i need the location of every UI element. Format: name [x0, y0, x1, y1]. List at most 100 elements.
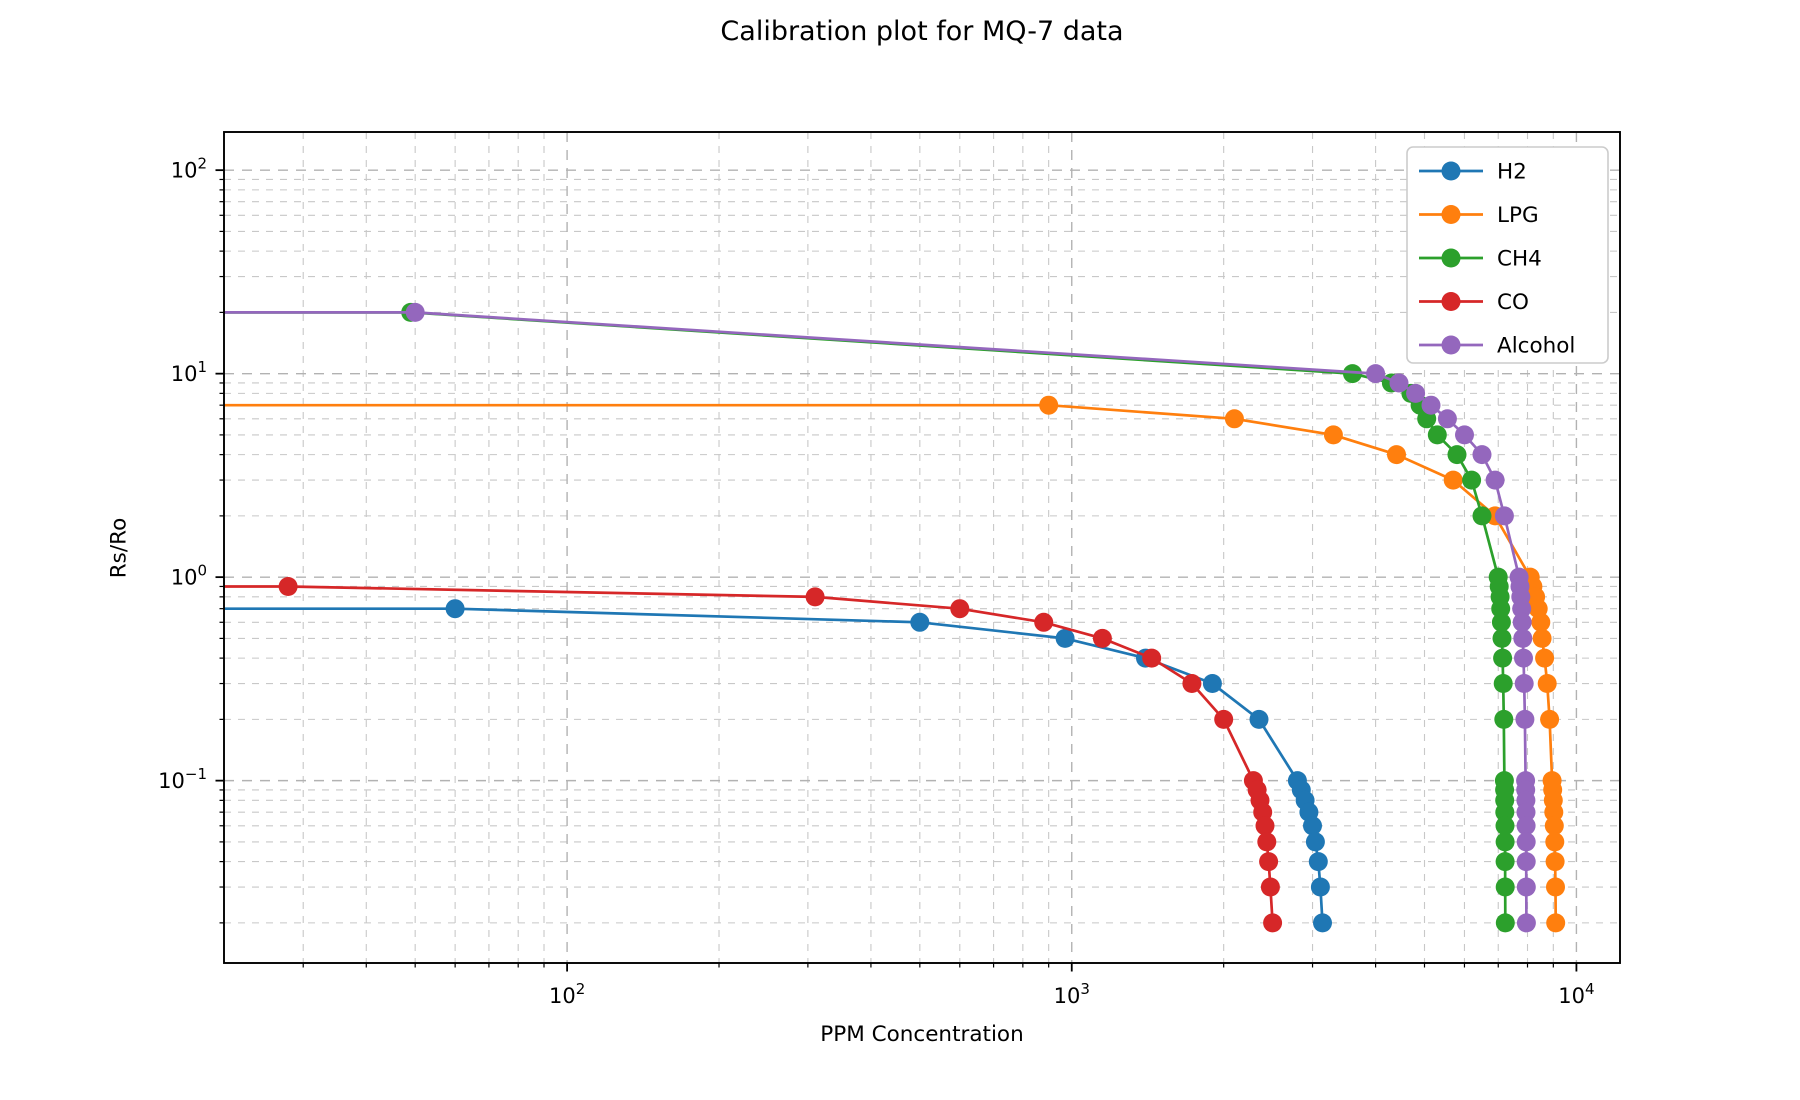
- major-gridlines: [224, 132, 1620, 963]
- data-point-CO: [1182, 674, 1202, 693]
- data-point-CO: [1092, 628, 1112, 648]
- data-point-LPG: [1545, 832, 1565, 852]
- legend-label: CH4: [1497, 247, 1542, 272]
- x-tick-labels: 102 103 104: [549, 980, 1595, 1008]
- data-point-LPG: [1531, 612, 1551, 632]
- data-point-H2: [1305, 832, 1325, 852]
- legend-marker: [1441, 292, 1461, 311]
- data-point-H2: [1249, 709, 1269, 729]
- data-point-H2: [1055, 628, 1075, 648]
- data-point-CH4: [1491, 599, 1511, 619]
- series-LPG: [224, 395, 1566, 933]
- data-point-Alcohol: [1513, 628, 1533, 648]
- series-CH4: [224, 302, 1515, 933]
- data-point-Alcohol: [1494, 506, 1514, 526]
- legend-label: LPG: [1497, 203, 1539, 228]
- y-axis-label: Rs/Ro: [106, 517, 132, 579]
- legend-entry-lpg: LPG: [1419, 203, 1539, 228]
- axes-spines: [223, 131, 1621, 964]
- data-point-CH4: [1495, 877, 1515, 897]
- data-point-CH4: [1492, 628, 1512, 648]
- data-point-Alcohol: [1512, 599, 1532, 619]
- data-point-CH4: [1495, 832, 1515, 852]
- data-point-Alcohol: [1406, 383, 1426, 403]
- data-point-CO: [1142, 648, 1162, 668]
- legend: H2 LPG CH4 CO Alcohol: [1406, 146, 1609, 364]
- series-Alcohol: [224, 302, 1536, 933]
- y-tick-labels: 102 101 100 10−1: [158, 155, 207, 793]
- data-point-CH4: [1462, 470, 1482, 490]
- legend-marker: [1441, 161, 1461, 181]
- data-point-LPG: [1387, 445, 1406, 465]
- legend-entry-co: CO: [1419, 290, 1529, 315]
- data-point-LPG: [1443, 470, 1463, 490]
- data-point-LPG: [1535, 648, 1555, 668]
- data-point-LPG: [1544, 802, 1564, 822]
- data-point-Alcohol: [1472, 445, 1492, 465]
- data-point-CO: [1259, 852, 1279, 872]
- data-point-Alcohol: [1516, 832, 1536, 852]
- data-point-Alcohol: [1516, 913, 1536, 933]
- data-point-CH4: [1493, 648, 1513, 668]
- tick-label: 102: [171, 155, 207, 183]
- data-point-Alcohol: [1514, 648, 1533, 668]
- data-point-Alcohol: [1455, 425, 1474, 445]
- series-CO: [224, 577, 1283, 933]
- data-point-Alcohol: [1512, 612, 1532, 632]
- legend-box: [1406, 146, 1609, 364]
- data-point-H2: [1202, 674, 1222, 693]
- legend-entry-h2: H2: [1419, 160, 1527, 185]
- data-point-LPG: [1540, 709, 1560, 729]
- legend-entry-ch4: CH4: [1419, 247, 1542, 272]
- data-point-Alcohol: [1421, 395, 1441, 415]
- data-point-Alcohol: [1366, 364, 1386, 384]
- data-point-CO: [1255, 816, 1275, 836]
- data-point-LPG: [1545, 852, 1565, 872]
- data-point-LPG: [1039, 395, 1059, 415]
- data-point-CH4: [1472, 506, 1492, 526]
- data-point-H2: [1313, 913, 1332, 933]
- data-point-Alcohol: [1389, 373, 1409, 393]
- tick-label: 103: [1054, 980, 1090, 1008]
- data-point-Alcohol: [1516, 816, 1536, 836]
- data-point-Alcohol: [1516, 802, 1536, 822]
- tick-label: 101: [171, 358, 207, 386]
- data-point-LPG: [1532, 628, 1552, 648]
- data-point-CH4: [1495, 913, 1515, 933]
- data-point-CO: [1263, 913, 1283, 933]
- data-point-CH4: [1494, 709, 1514, 729]
- tick-label: 102: [549, 980, 585, 1008]
- tick-label: 100: [171, 562, 207, 590]
- legend-label: CO: [1497, 290, 1529, 315]
- data-point-CH4: [1493, 674, 1513, 693]
- chart-title: Calibration plot for MQ-7 data: [720, 16, 1124, 47]
- data-point-Alcohol: [1437, 409, 1457, 429]
- data-point-LPG: [1546, 877, 1565, 897]
- legend-entry-alcohol: Alcohol: [1419, 334, 1575, 359]
- x-axis-label: PPM Concentration: [820, 1022, 1024, 1047]
- data-point-H2: [445, 599, 465, 619]
- data-point-Alcohol: [405, 302, 425, 322]
- data-point-Alcohol: [1485, 470, 1505, 490]
- data-point-H2: [910, 612, 930, 632]
- data-point-H2: [1303, 816, 1322, 836]
- data-point-CH4: [1495, 852, 1515, 872]
- legend-marker: [1441, 248, 1461, 268]
- legend-marker: [1441, 205, 1461, 224]
- data-point-H2: [1310, 877, 1330, 897]
- legend-label: H2: [1497, 160, 1527, 185]
- data-point-CO: [805, 587, 825, 607]
- tick-label: 10−1: [158, 765, 207, 793]
- data-point-CO: [1214, 709, 1234, 729]
- data-point-CO: [1257, 832, 1277, 852]
- legend-marker: [1441, 335, 1461, 355]
- data-point-LPG: [1224, 409, 1244, 429]
- tick-label: 104: [1558, 980, 1594, 1008]
- data-point-H2: [1308, 852, 1328, 872]
- data-point-LPG: [1537, 674, 1557, 693]
- data-point-LPG: [1323, 425, 1343, 445]
- data-point-Alcohol: [1514, 674, 1534, 693]
- data-point-CH4: [1447, 445, 1467, 465]
- data-point-Alcohol: [1516, 852, 1536, 872]
